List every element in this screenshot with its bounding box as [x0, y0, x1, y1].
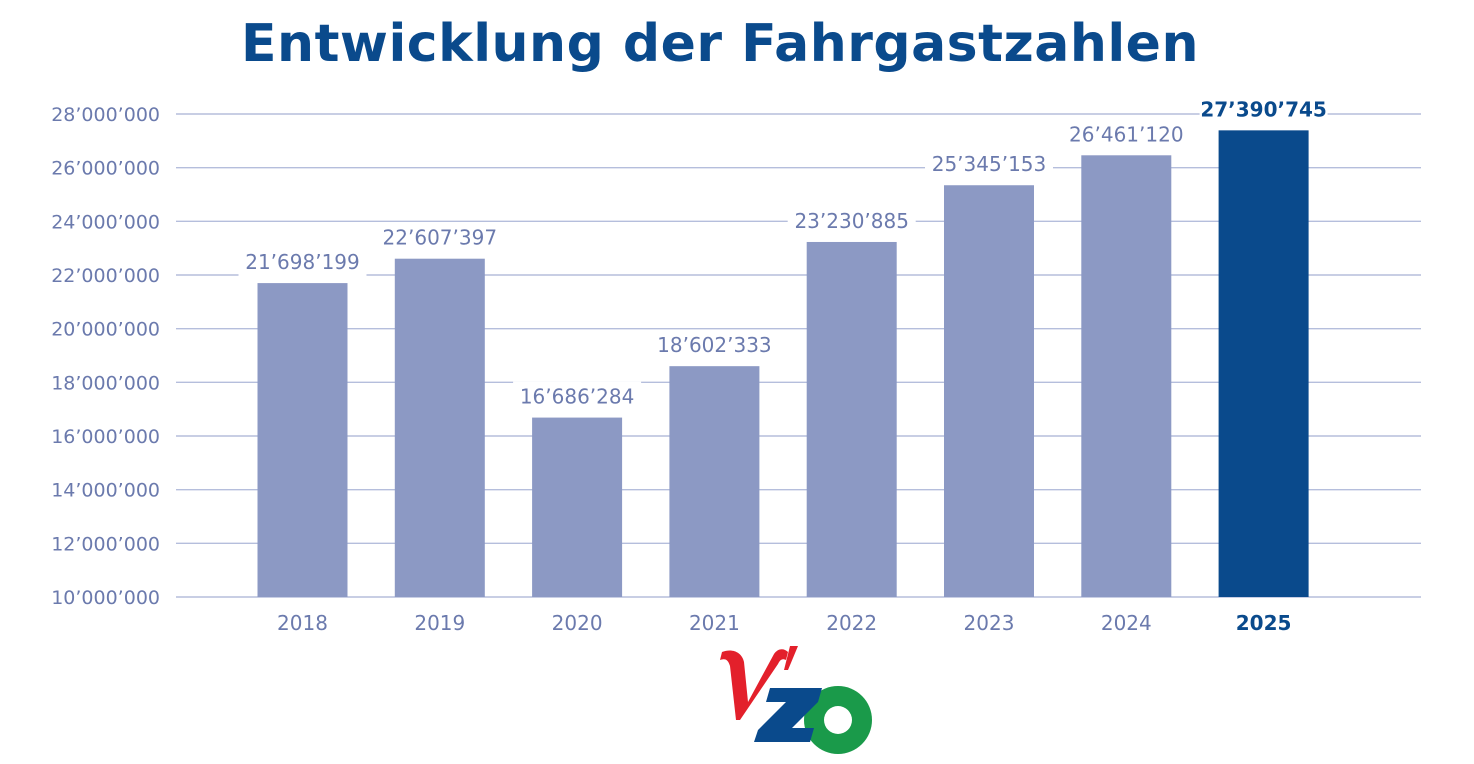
y-axis-tick-labels: 10’000’000 12’000’000 14’000’000 16’000’000…: [51, 104, 160, 609]
y-tick-label: 20’000’000: [51, 319, 160, 341]
x-tick-label: 2023: [964, 611, 1015, 635]
logo-v-shape: [720, 649, 788, 720]
bar: [669, 366, 760, 597]
value-label-background: [925, 149, 1053, 180]
value-label-background: [1062, 119, 1191, 150]
bar: [944, 185, 1034, 597]
logo-accent-shape: [784, 646, 798, 670]
vzo-logo: [720, 646, 872, 754]
logo-o-hole: [824, 706, 852, 734]
logo-z-shape: [754, 688, 822, 742]
y-tick-label: 24’000’000: [51, 211, 160, 233]
x-tick-label: 2021: [689, 611, 740, 635]
value-labels: 21’698’199 22’607’397 16’686’284 18’602’333…: [238, 94, 1328, 412]
value-label: 21’698’199: [245, 250, 360, 274]
x-tick-label: 2024: [1101, 611, 1152, 635]
x-tick-label: 2025: [1236, 611, 1292, 635]
value-label-background: [375, 222, 504, 253]
y-tick-label: 18’000’000: [51, 372, 160, 394]
bar: [1081, 155, 1172, 597]
bar: [1218, 130, 1309, 598]
x-tick-label: 2018: [277, 611, 328, 635]
value-label-background: [1199, 94, 1328, 125]
value-label-background: [238, 247, 367, 278]
y-tick-label: 26’000’000: [51, 158, 160, 180]
y-tick-label: 16’000’000: [51, 426, 160, 448]
x-axis-tick-labels: 2018 2019 2020 2021 2022 2023 2024 2025: [277, 611, 1291, 635]
bar: [806, 241, 897, 597]
value-label: 22’607’397: [383, 226, 498, 250]
x-tick-label: 2019: [414, 611, 465, 635]
value-label: 26’461’120: [1069, 122, 1184, 146]
value-label-background: [513, 381, 642, 412]
y-tick-label: 10’000’000: [51, 587, 160, 609]
value-label: 25’345’153: [932, 152, 1047, 176]
y-tick-label: 12’000’000: [51, 533, 160, 555]
value-label: 18’602’333: [657, 333, 772, 357]
value-label: 23’230’885: [794, 209, 909, 233]
y-tick-label: 14’000’000: [51, 480, 160, 502]
chart-title: Entwicklung der Fahrgastzahlen: [241, 14, 1199, 74]
x-tick-label: 2022: [826, 611, 877, 635]
y-tick-label: 22’000’000: [51, 265, 160, 287]
bars: [257, 130, 1309, 598]
bar: [532, 417, 623, 597]
bar: [394, 258, 485, 597]
value-label-background: [787, 205, 916, 236]
value-label-background: [650, 330, 779, 361]
y-tick-label: 28’000’000: [51, 104, 160, 126]
value-label: 16’686’284: [520, 385, 635, 409]
value-label: 27’390’745: [1200, 97, 1327, 121]
x-tick-label: 2020: [552, 611, 603, 635]
bar: [257, 283, 348, 597]
